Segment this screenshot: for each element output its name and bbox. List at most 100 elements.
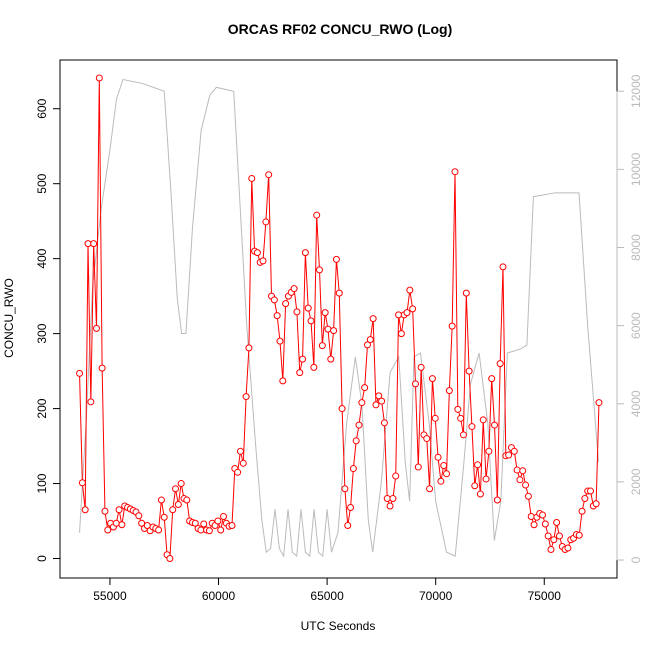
data-point [544, 532, 552, 540]
data-point [118, 521, 126, 529]
data-point [468, 423, 476, 431]
data-point [366, 336, 374, 344]
data-point [352, 437, 360, 445]
data-point [296, 369, 304, 377]
data-point [462, 289, 470, 297]
data-point [361, 384, 369, 392]
data-point [81, 506, 89, 514]
data-point [321, 309, 329, 317]
data-point [564, 544, 572, 552]
data-point [595, 399, 603, 407]
data-point [355, 421, 363, 429]
data-point [87, 398, 95, 406]
data-point [338, 405, 346, 413]
data-point [160, 513, 168, 521]
y-tick-label: 400 [35, 248, 49, 268]
data-point [386, 502, 394, 510]
data-point [301, 249, 309, 257]
data-point [555, 532, 563, 540]
data-point [358, 399, 366, 407]
data-point [476, 490, 484, 498]
data-point [169, 506, 177, 514]
data-point [242, 393, 250, 401]
data-point [380, 419, 388, 427]
y-tick-label: 500 [35, 173, 49, 193]
y2-tick-label: 4000 [629, 390, 643, 417]
data-point [431, 414, 439, 422]
data-point [273, 312, 281, 320]
data-point [417, 363, 425, 371]
y2-tick-label: 10000 [629, 152, 643, 186]
data-point [516, 476, 524, 484]
data-point [282, 300, 290, 308]
data-point [409, 305, 417, 313]
data-point [428, 375, 436, 383]
data-point [313, 211, 321, 219]
data-point [581, 495, 589, 503]
data-point [315, 266, 323, 274]
data-point [191, 519, 199, 527]
data-point [293, 308, 301, 316]
data-point [499, 263, 507, 271]
data-point [527, 513, 535, 521]
data-point [234, 468, 242, 476]
data-point [84, 240, 92, 248]
data-point [112, 519, 120, 527]
data-point [104, 526, 112, 534]
data-point [389, 495, 397, 503]
data-point [474, 461, 482, 469]
data-point [299, 355, 307, 363]
data-point [406, 286, 414, 294]
data-point [327, 355, 335, 363]
data-point [324, 325, 332, 333]
data-point [465, 367, 473, 375]
data-point [290, 285, 298, 293]
data-point [78, 479, 86, 487]
data-point [369, 315, 377, 323]
data-point [440, 462, 448, 470]
data-point [423, 435, 431, 443]
y-tick-label: 600 [35, 98, 49, 118]
data-point [553, 519, 561, 527]
x-tick-label: 60000 [202, 589, 236, 603]
data-point [341, 485, 349, 493]
data-point [347, 504, 355, 512]
data-point [183, 496, 191, 504]
data-point [510, 447, 518, 455]
data-point [98, 364, 106, 372]
x-tick-label: 65000 [310, 589, 344, 603]
data-point [115, 506, 123, 514]
data-point [304, 304, 312, 312]
x-tick-label: 55000 [93, 589, 127, 603]
data-point [434, 453, 442, 461]
data-point [491, 421, 499, 429]
series-line [79, 78, 600, 558]
data-point [454, 405, 462, 413]
data-point [372, 401, 380, 409]
data-point [445, 387, 453, 395]
y2-tick-label: 0 [629, 556, 643, 563]
data-point [519, 467, 527, 475]
data-point [493, 496, 501, 504]
data-point [496, 360, 504, 368]
data-point [397, 330, 405, 338]
data-point [392, 472, 400, 480]
data-point [375, 392, 383, 400]
data-point [426, 485, 434, 493]
data-point [200, 520, 208, 528]
x-tick-label: 75000 [528, 589, 562, 603]
data-point [172, 485, 180, 493]
data-point [482, 475, 490, 483]
data-point [157, 496, 165, 504]
y2-tick-label: 6000 [629, 312, 643, 339]
data-point [488, 375, 496, 383]
data-point [459, 431, 467, 439]
chart-title: ORCAS RF02 CONCU_RWO (Log) [228, 21, 453, 37]
data-point [403, 309, 411, 317]
data-point [524, 492, 532, 500]
data-point [541, 520, 549, 528]
data-point [592, 500, 600, 508]
data-point [411, 380, 419, 388]
data-point [378, 397, 386, 405]
